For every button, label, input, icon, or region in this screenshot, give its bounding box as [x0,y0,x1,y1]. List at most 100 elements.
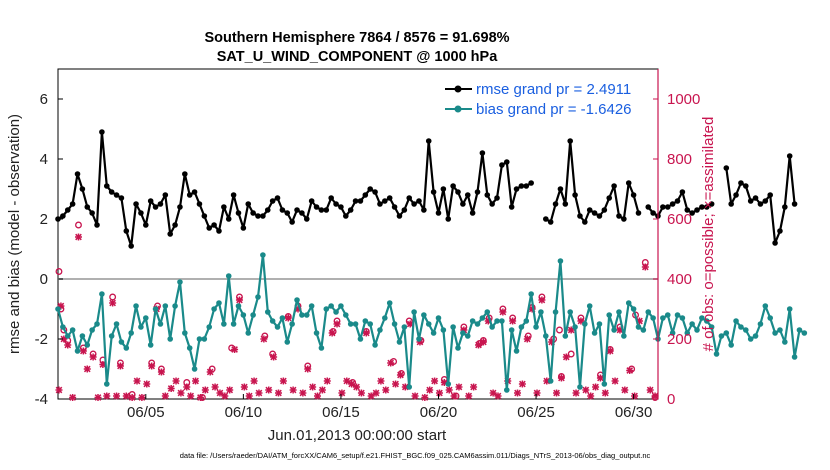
asterisk-stroke [582,386,590,394]
rmse-point [464,192,471,198]
obs-assimilated-marker [455,383,463,391]
rmse-point [235,210,242,216]
bias-point [635,324,642,330]
bias-point [55,306,61,312]
asterisk-stroke [75,233,82,241]
obs-assimilated-marker [411,392,419,400]
bias-point [767,315,773,321]
obs-possible-marker [556,326,563,334]
asterisk-stroke [480,338,487,346]
bias-point [230,321,237,327]
bias-point [167,336,173,342]
asterisk-stroke [323,377,331,385]
asterisk-stroke [445,386,453,394]
legend-bias-label: bias grand pr = -1.6426 [476,101,632,118]
rmse-point [391,204,398,210]
bias-point [645,309,652,315]
rmse-point [406,195,413,201]
bias-point [143,315,149,321]
rmse-point [474,189,481,195]
bias-point [425,321,432,327]
asterisk-stroke [489,389,497,397]
asterisk-stroke [138,394,146,401]
rmse-point [562,201,569,207]
rmse-point [528,180,534,186]
obs-possible-marker [148,359,156,367]
bias-point [469,318,476,324]
asterisk-stroke [353,383,360,391]
bias-point [152,306,159,312]
obs-assimilated-marker [177,389,185,397]
bias-point [133,303,139,309]
obs-assimilated-marker [279,377,287,385]
asterisk-stroke [465,392,473,400]
bias-point [664,312,671,318]
y-axis-right-label: # of obs: o=possible; ×=assimilated [700,117,717,352]
rmse-point [777,228,783,234]
bias-point [308,303,315,309]
bias-point [182,330,188,336]
asterisk-stroke [299,389,307,397]
bias-point [99,291,105,297]
obs-assimilated-marker [582,386,590,394]
y-right-tick-label: 600 [667,211,692,228]
bias-point [499,318,505,324]
obs-assimilated-marker [226,386,234,394]
asterisk-stroke [450,392,458,400]
obs-possible-marker [79,344,87,352]
rmse-point [621,216,627,222]
bias-point [177,279,183,285]
rmse-point [669,201,676,207]
asterisk-stroke [55,386,63,394]
bias-point [630,306,637,312]
rmse-point [557,186,564,192]
bias-point [625,300,632,306]
bias-point [411,309,417,315]
asterisk-stroke [494,392,502,400]
rmse-point [674,198,681,204]
rmse-point [572,192,578,198]
obs-possible-marker [577,314,585,322]
obs-possible-marker [183,379,191,386]
bias-point [367,321,373,327]
bias-point [445,381,452,387]
obs-assimilated-marker [255,389,263,397]
obs-assimilated-marker [392,380,400,388]
obs-possible-marker [198,394,206,401]
bias-point [640,327,647,333]
y-tick-label: 0 [40,271,48,288]
bias-point [357,336,364,342]
obs-assimilated-marker [289,386,297,394]
obs-possible-marker [349,379,357,386]
asterisk-stroke [284,314,292,322]
obs-possible-marker [269,350,277,358]
rmse-point [186,192,193,198]
rmse-point [143,222,149,228]
bias-point [528,291,534,297]
obs-assimilated-marker [240,383,248,391]
bias-point [699,315,705,321]
rmse-point [191,189,198,195]
bias-point [313,330,320,336]
rmse-point [118,195,125,201]
asterisk-stroke [122,392,130,400]
obs-assimilated-marker [382,386,390,394]
asterisk-stroke [392,380,399,388]
bias-point [269,318,276,324]
bias-point [479,315,486,321]
asterisk-stroke [601,389,609,397]
bias-point [464,333,471,339]
rmse-point [108,189,115,195]
obs-assimilated-marker [338,389,346,397]
bias-point [577,384,583,390]
data-file-footnote: data file: /Users/raeder/DAI/ATM_forcXX/… [180,451,651,460]
bias-point [279,315,286,321]
obs-assimilated-marker [372,389,380,397]
rmse-point [582,219,588,225]
obs-assimilated-marker [377,377,385,385]
chart-subtitle: SAT_U_WIND_COMPONENT @ 1000 hPa [217,49,499,65]
asterisk-stroke [572,389,580,397]
asterisk-stroke [372,389,380,397]
obs-possible-marker [208,365,216,373]
rmse-point [343,213,349,219]
